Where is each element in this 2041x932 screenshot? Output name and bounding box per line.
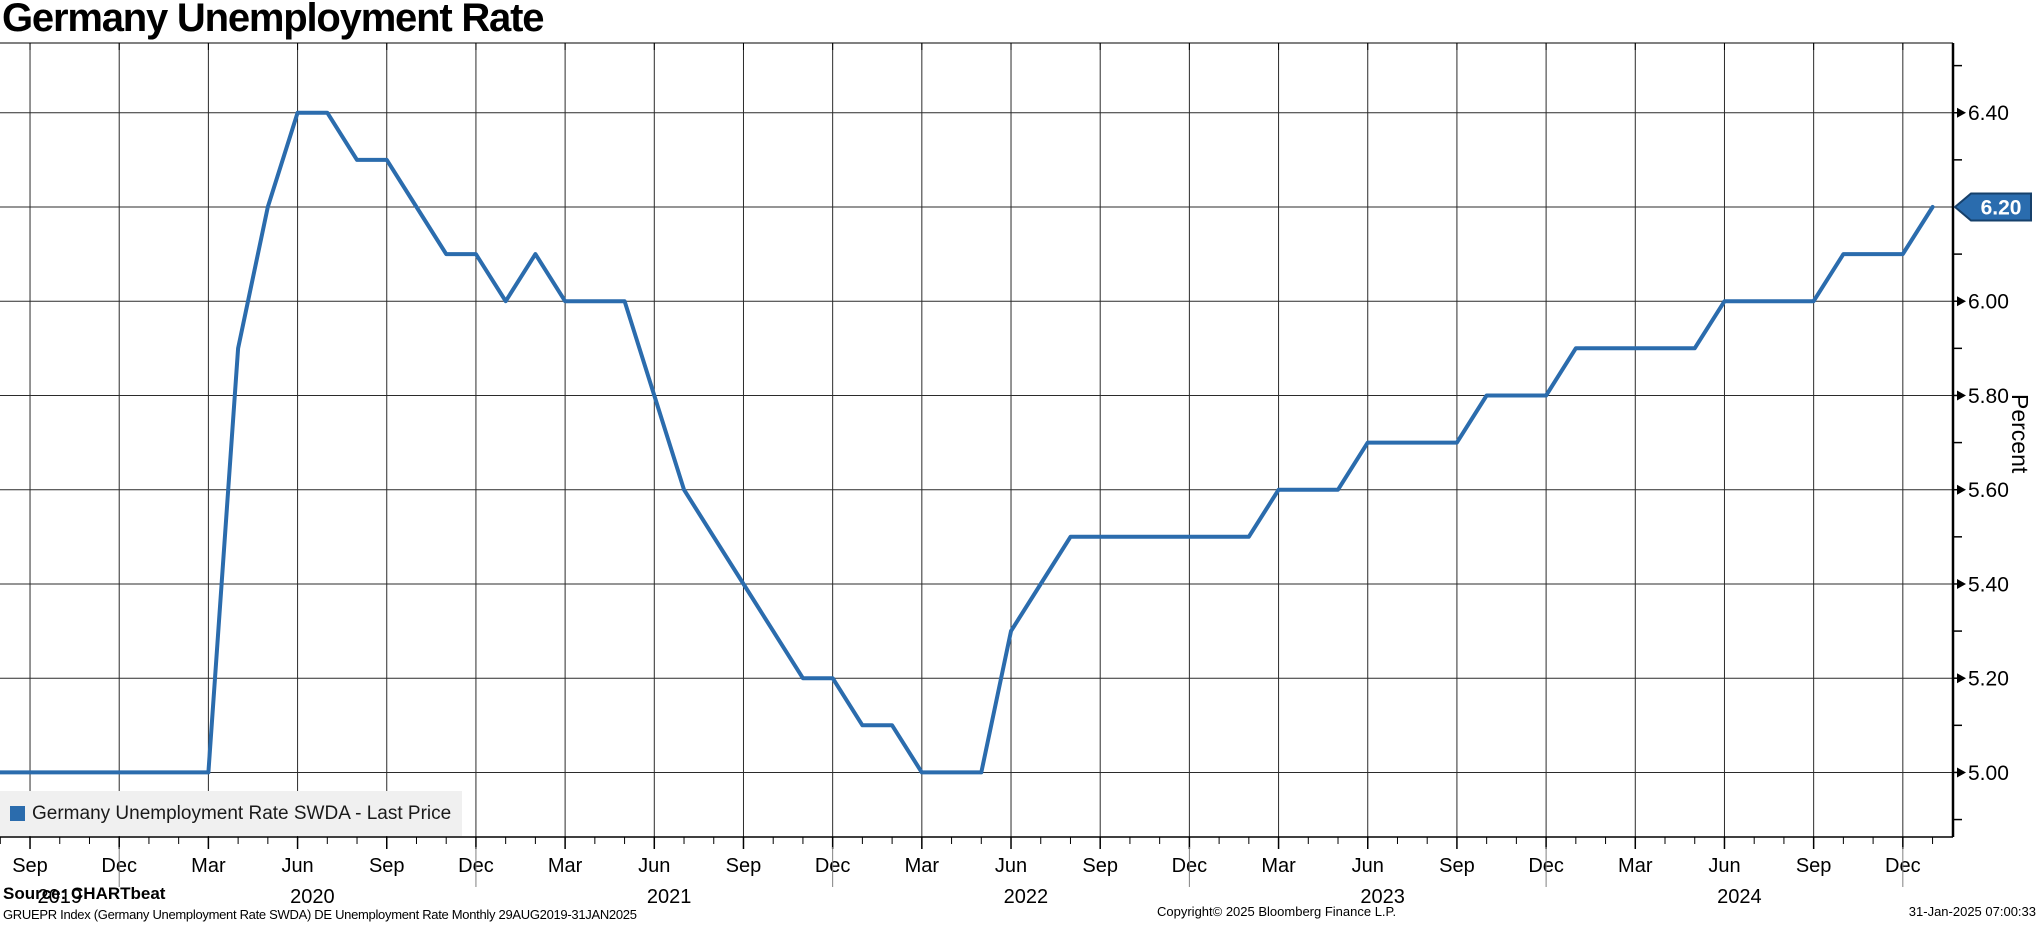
svg-text:Mar: Mar	[548, 855, 583, 877]
ticker-description: GRUEPR Index (Germany Unemployment Rate …	[3, 907, 637, 922]
svg-text:6.40: 6.40	[1968, 102, 2009, 125]
svg-text:6.20: 6.20	[1981, 196, 2022, 219]
svg-text:2022: 2022	[1004, 886, 1049, 908]
svg-text:5.40: 5.40	[1968, 573, 2009, 596]
svg-text:Jun: Jun	[995, 855, 1027, 877]
timestamp: 31-Jan-2025 07:00:33	[1908, 904, 2036, 919]
svg-text:2021: 2021	[647, 886, 692, 908]
svg-text:Mar: Mar	[905, 855, 940, 877]
svg-text:5.80: 5.80	[1968, 385, 2009, 408]
svg-text:Jun: Jun	[281, 855, 313, 877]
svg-text:Jun: Jun	[638, 855, 670, 877]
svg-text:2024: 2024	[1717, 886, 1762, 908]
svg-text:Mar: Mar	[1261, 855, 1296, 877]
svg-text:Sep: Sep	[1082, 855, 1118, 877]
legend-series-label: Germany Unemployment Rate SWDA - Last Pr…	[32, 802, 452, 824]
y-axis-title: Percent	[2007, 394, 2033, 474]
svg-text:Sep: Sep	[1796, 855, 1832, 877]
svg-text:6.00: 6.00	[1968, 291, 2009, 314]
svg-text:Sep: Sep	[1439, 855, 1475, 877]
svg-text:Jun: Jun	[1352, 855, 1384, 877]
svg-text:5.00: 5.00	[1968, 762, 2009, 785]
svg-text:2020: 2020	[290, 886, 335, 908]
svg-text:Sep: Sep	[12, 855, 48, 877]
chart-title: Germany Unemployment Rate	[2, 0, 544, 40]
svg-text:Mar: Mar	[1618, 855, 1653, 877]
source-label: Source: CHARTbeat	[3, 884, 166, 903]
svg-text:5.20: 5.20	[1968, 668, 2009, 691]
svg-text:Sep: Sep	[726, 855, 762, 877]
legend-series-marker-icon	[10, 806, 25, 821]
copyright-notice: Copyright© 2025 Bloomberg Finance L.P.	[1157, 904, 1397, 919]
svg-text:5.60: 5.60	[1968, 479, 2009, 502]
chart-legend: Germany Unemployment Rate SWDA - Last Pr…	[0, 791, 462, 836]
svg-text:2019: 2019	[38, 886, 83, 908]
svg-text:Mar: Mar	[191, 855, 226, 877]
svg-text:Jun: Jun	[1708, 855, 1740, 877]
svg-text:Sep: Sep	[369, 855, 405, 877]
svg-text:2023: 2023	[1360, 886, 1405, 908]
